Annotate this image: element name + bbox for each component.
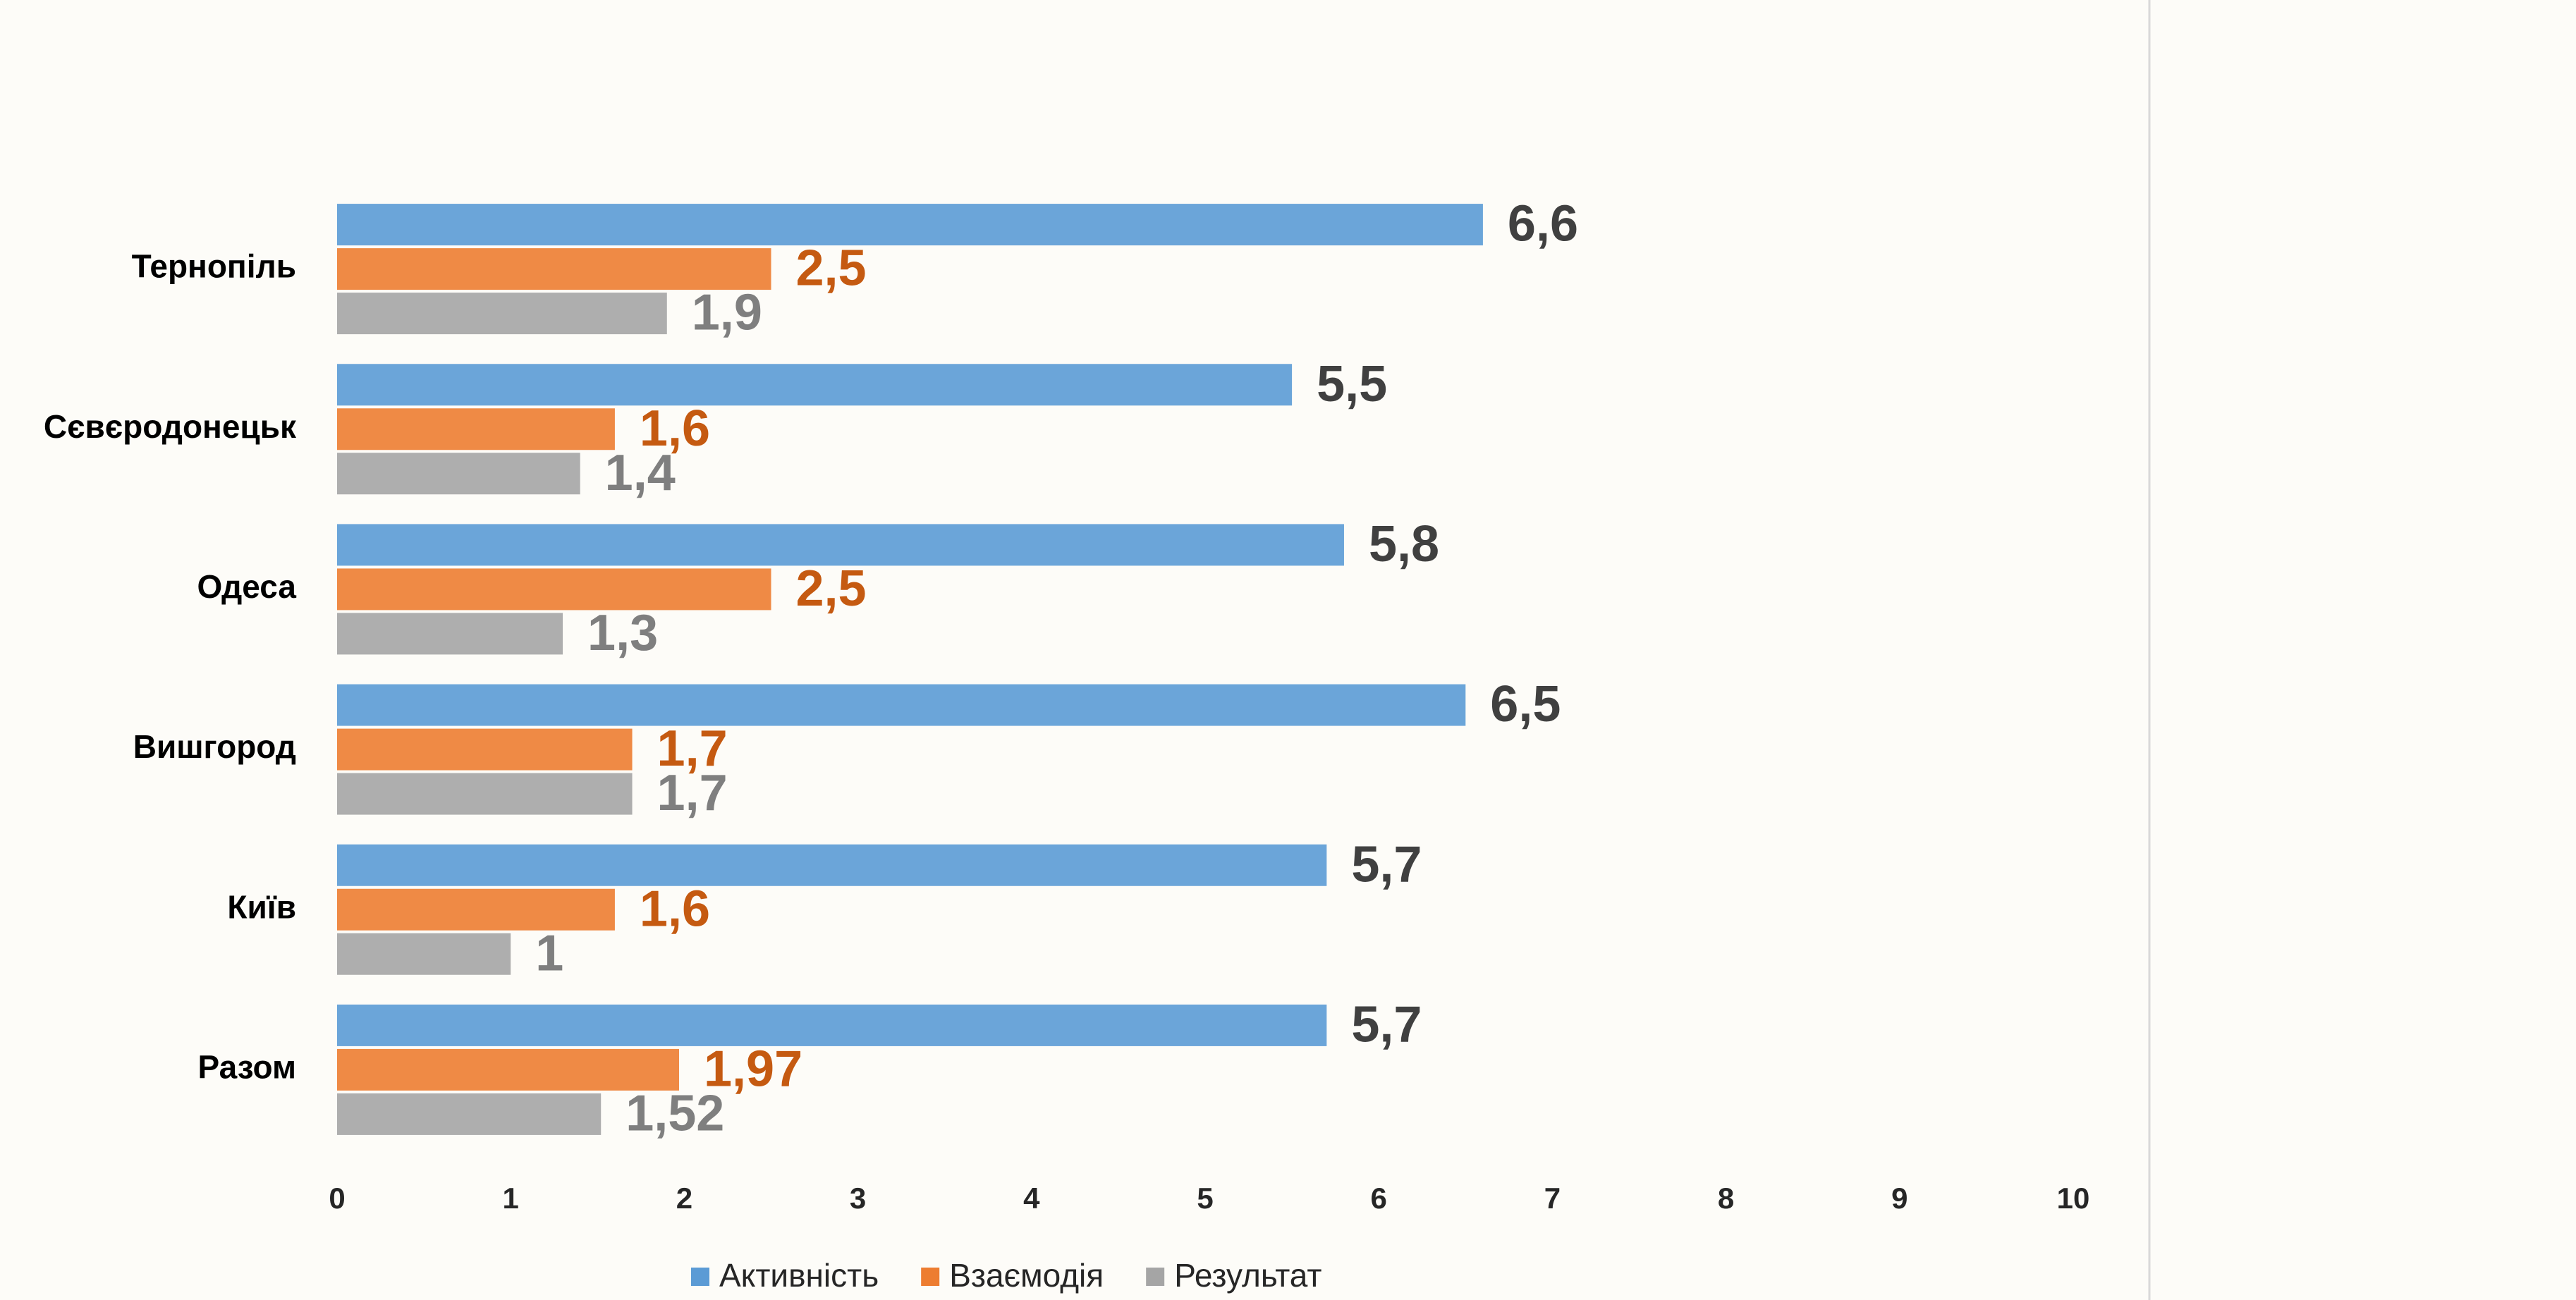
value-label: 1,3 xyxy=(587,605,658,661)
x-tick-label: 3 xyxy=(850,1182,866,1215)
y-tick-label: Одеса xyxy=(197,568,296,605)
bar xyxy=(337,1049,679,1091)
legend-swatch xyxy=(921,1268,939,1286)
y-tick-label: Разом xyxy=(198,1049,296,1086)
value-label: 5,7 xyxy=(1351,996,1422,1053)
y-tick-label: Тернопіль xyxy=(132,248,296,285)
value-label: 1,9 xyxy=(692,285,762,341)
x-tick-label: 5 xyxy=(1197,1182,1213,1215)
value-label: 1 xyxy=(535,925,563,981)
chart: 0 1 2 3 4 5 6 7 8 9 10 Тернопіль 6,6 2,5 1,9 Сєвєродоне… xyxy=(0,0,2576,1300)
bar xyxy=(337,364,1292,405)
value-label: 5,8 xyxy=(1369,516,1439,572)
value-label: 2,5 xyxy=(796,560,867,617)
bar xyxy=(337,248,771,290)
bar xyxy=(337,889,615,931)
bar xyxy=(337,453,580,494)
x-tick-label: 9 xyxy=(1891,1182,1907,1215)
value-label: 5,5 xyxy=(1317,356,1387,412)
bar xyxy=(337,933,511,975)
bar xyxy=(337,729,633,771)
value-label: 6,6 xyxy=(1508,196,1578,252)
bar xyxy=(337,524,1344,565)
x-tick-label: 1 xyxy=(503,1182,519,1215)
y-tick-label: Київ xyxy=(227,888,296,925)
bar xyxy=(337,685,1465,726)
bar xyxy=(337,1005,1326,1046)
bar xyxy=(337,613,563,654)
x-tick-label: 8 xyxy=(1718,1182,1734,1215)
y-tick-label: Сєвєродонецьк xyxy=(44,408,297,445)
x-tick-label: 0 xyxy=(329,1182,345,1215)
legend-label: Результат xyxy=(1174,1257,1321,1294)
bar xyxy=(337,773,633,815)
bar xyxy=(337,845,1326,886)
legend-swatch xyxy=(691,1268,709,1286)
x-tick-label: 10 xyxy=(2057,1182,2090,1215)
bar xyxy=(337,568,771,610)
value-label: 1,4 xyxy=(605,445,676,501)
legend-label: Взаємодія xyxy=(949,1257,1104,1294)
legend-swatch xyxy=(1146,1268,1164,1286)
value-label: 6,5 xyxy=(1490,676,1561,732)
x-tick-label: 7 xyxy=(1544,1182,1561,1215)
x-tick-label: 2 xyxy=(676,1182,692,1215)
value-label: 2,5 xyxy=(796,240,867,297)
value-label: 1,6 xyxy=(640,881,710,937)
bar xyxy=(337,1093,601,1135)
x-tick-label: 4 xyxy=(1023,1182,1040,1215)
bar xyxy=(337,204,1483,245)
value-label: 1,7 xyxy=(657,765,728,821)
y-tick-label: Вишгород xyxy=(133,728,296,765)
bar xyxy=(337,293,667,334)
x-tick-label: 6 xyxy=(1371,1182,1387,1215)
bar xyxy=(337,408,615,450)
legend-label: Активність xyxy=(719,1257,879,1294)
value-label: 1,52 xyxy=(625,1085,724,1141)
value-label: 5,7 xyxy=(1351,836,1422,893)
